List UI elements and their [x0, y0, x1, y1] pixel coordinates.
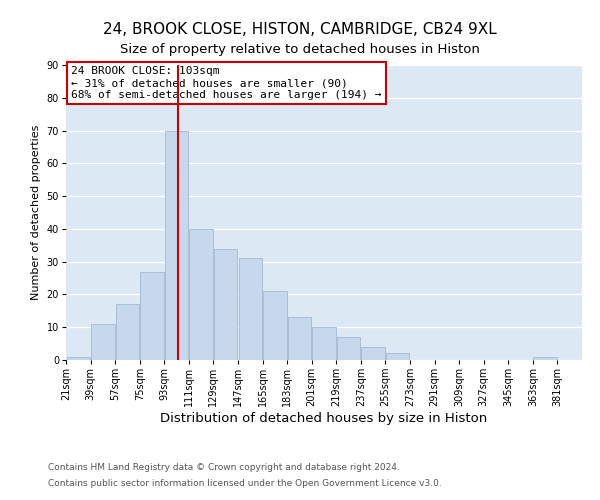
X-axis label: Distribution of detached houses by size in Histon: Distribution of detached houses by size … — [160, 412, 488, 425]
Text: 24, BROOK CLOSE, HISTON, CAMBRIDGE, CB24 9XL: 24, BROOK CLOSE, HISTON, CAMBRIDGE, CB24… — [103, 22, 497, 38]
Bar — [67, 356, 90, 360]
Bar — [214, 248, 238, 360]
Bar — [312, 327, 336, 360]
Bar — [165, 130, 188, 360]
Bar — [91, 324, 115, 360]
Text: Size of property relative to detached houses in Histon: Size of property relative to detached ho… — [120, 42, 480, 56]
Bar — [140, 272, 164, 360]
Bar — [361, 347, 385, 360]
Bar — [263, 291, 287, 360]
Bar — [533, 356, 557, 360]
Bar — [116, 304, 139, 360]
Bar — [239, 258, 262, 360]
Text: Contains HM Land Registry data © Crown copyright and database right 2024.: Contains HM Land Registry data © Crown c… — [48, 464, 400, 472]
Bar — [287, 318, 311, 360]
Bar — [337, 337, 361, 360]
Bar — [190, 229, 213, 360]
Text: Contains public sector information licensed under the Open Government Licence v3: Contains public sector information licen… — [48, 478, 442, 488]
Text: 24 BROOK CLOSE: 103sqm
← 31% of detached houses are smaller (90)
68% of semi-det: 24 BROOK CLOSE: 103sqm ← 31% of detached… — [71, 66, 382, 100]
Y-axis label: Number of detached properties: Number of detached properties — [31, 125, 41, 300]
Bar — [386, 354, 409, 360]
